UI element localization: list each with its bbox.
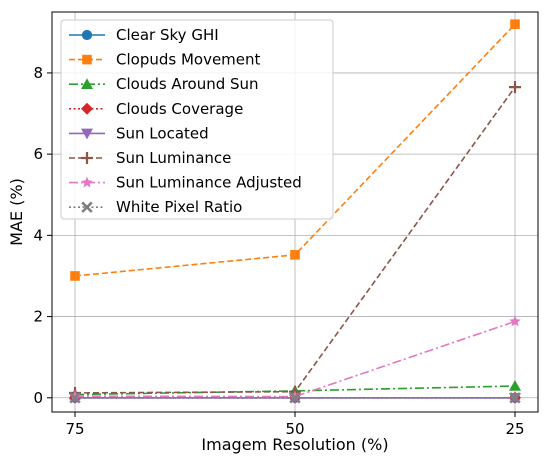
x-tick-label: 75 (65, 420, 84, 438)
data-point (510, 19, 520, 29)
data-point (69, 390, 81, 402)
data-point (290, 250, 300, 260)
y-tick-label: 2 (33, 308, 43, 326)
data-point (509, 315, 521, 327)
data-point (509, 81, 521, 94)
legend-entry: Sun Located (69, 124, 209, 142)
series-line (74, 385, 516, 396)
series-layer (69, 19, 521, 404)
legend-box (60, 19, 334, 220)
legend-label: Sun Luminance (116, 149, 231, 167)
legend-entry: Clouds Around Sun (69, 75, 259, 93)
data-point (82, 54, 92, 65)
data-point (81, 102, 93, 115)
data-point (69, 392, 81, 404)
legend-label: White Pixel Ratio (116, 198, 242, 216)
series (69, 392, 521, 404)
x-tick-label: 50 (285, 420, 304, 438)
legend-entry: Sun Luminance (69, 149, 231, 167)
legend-entry: White Pixel Ratio (69, 198, 242, 216)
y-axis-label: MAE (%) (7, 178, 26, 246)
y-tick-label: 8 (33, 64, 43, 82)
data-point (81, 201, 93, 213)
legend-label: Sun Luminance Adjusted (116, 174, 302, 192)
data-point (81, 176, 93, 188)
data-point (81, 29, 93, 41)
legend-label: Clouds Around Sun (116, 75, 259, 93)
legend-label: Sun Located (116, 124, 209, 142)
data-point (81, 152, 93, 164)
data-point (81, 128, 93, 140)
y-tick-label: 0 (33, 389, 43, 407)
legend-label: Clopuds Movement (116, 51, 261, 69)
legend-entry: Clopuds Movement (69, 51, 261, 69)
data-point (509, 392, 521, 404)
legend-label: Clouds Coverage (116, 100, 243, 118)
legend: Clear Sky GHI Clopuds Movement Clouds Arou… (60, 19, 334, 220)
data-point (289, 392, 301, 404)
series-line (74, 320, 516, 398)
axis-ticks: 0 2 4 6 8 75 50 25 (33, 64, 524, 438)
data-point (70, 271, 80, 281)
legend-entry: Clear Sky GHI (69, 26, 219, 44)
x-tick-label: 25 (505, 420, 524, 438)
legend-label: Clear Sky GHI (116, 26, 219, 44)
y-tick-label: 6 (33, 145, 43, 163)
x-axis-label: Imagem Resolution (%) (201, 435, 388, 454)
legend-entry: Sun Luminance Adjusted (69, 174, 302, 192)
data-point (509, 380, 521, 391)
legend-entry: Clouds Coverage (69, 100, 243, 118)
series (70, 19, 520, 281)
data-point (81, 78, 93, 89)
y-tick-label: 4 (33, 226, 43, 244)
